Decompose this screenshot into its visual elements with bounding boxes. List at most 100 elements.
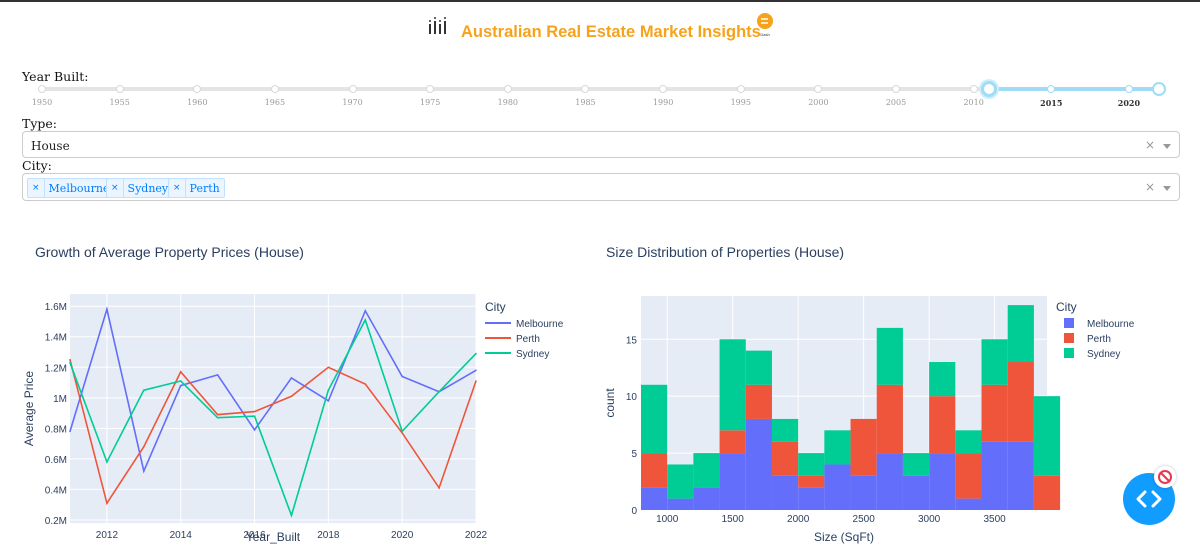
- year-range-slider[interactable]: 1950 1955 1960 1965 1970 1975 1980 1985 1990 1995…: [30, 81, 1180, 112]
- legend-item-melbourne: Melbourne: [516, 319, 564, 330]
- slider-mark-label[interactable]: 1950: [31, 98, 53, 107]
- bar-melbourne: [902, 475, 930, 510]
- tag-remove-icon[interactable]: ×: [169, 179, 186, 197]
- y-tick-label: 0.8M: [45, 424, 67, 435]
- type-dropdown[interactable]: House ×: [22, 131, 1180, 158]
- city-dropdown[interactable]: × Melbourne × Sydney × Perth ×: [22, 173, 1180, 201]
- slider-mark[interactable]: [1047, 85, 1056, 93]
- data-point-sydney: [179, 380, 182, 382]
- data-point-sydney: [143, 389, 145, 391]
- bar-melbourne: [798, 487, 825, 510]
- x-tick-label: 2000: [787, 514, 810, 525]
- chevron-down-icon[interactable]: [1163, 186, 1171, 191]
- x-tick-label: 3000: [918, 514, 941, 525]
- slider-selected-track[interactable]: [989, 87, 1160, 91]
- data-point-perth: [143, 445, 145, 448]
- city-tag[interactable]: × Melbourne: [27, 178, 115, 198]
- data-point-sydney: [401, 430, 403, 433]
- city-label: City:: [22, 158, 52, 173]
- slider-rail[interactable]: [42, 87, 1164, 91]
- bar-perth: [929, 396, 956, 454]
- data-point-melbourne: [327, 400, 330, 402]
- slider-mark-label[interactable]: 1995: [730, 98, 751, 107]
- slider-mark-label[interactable]: 2005: [885, 98, 907, 107]
- bar-melbourne: [876, 453, 903, 510]
- tag-remove-icon[interactable]: ×: [107, 179, 124, 197]
- y-tick-label: 1M: [53, 394, 67, 405]
- slider-mark[interactable]: [503, 85, 512, 93]
- size-distribution-histogram[interactable]: 0 5 10 15 1000 1500 2000 2500 3000 3500 Size (SqFt…: [600, 280, 1200, 549]
- legend-swatch: [1064, 318, 1074, 328]
- slider-mark[interactable]: [892, 85, 901, 93]
- slider-handle-end[interactable]: [1152, 82, 1166, 96]
- bar-sydney: [667, 464, 694, 499]
- bar-melbourne: [955, 498, 982, 510]
- slider-handle-start[interactable]: [981, 81, 997, 97]
- slider-mark-label[interactable]: 2020: [1117, 98, 1141, 108]
- chevron-down-icon[interactable]: [1163, 144, 1171, 149]
- slider-mark[interactable]: [659, 85, 668, 93]
- bar-perth: [981, 384, 1008, 442]
- line-chart-title: Growth of Average Property Prices (House…: [35, 244, 304, 260]
- slider-mark[interactable]: [969, 85, 978, 93]
- slider-mark-label[interactable]: 2015: [1040, 98, 1063, 108]
- price-growth-line-chart[interactable]: 0.2M 0.4M 0.6M 0.8M 1M 1.2M 1.4M 1.6M 2012 2014 20…: [0, 280, 600, 549]
- slider-mark[interactable]: [426, 85, 435, 93]
- data-point-perth: [253, 410, 256, 413]
- data-point-perth: [106, 502, 108, 504]
- city-clear-icon[interactable]: ×: [1144, 180, 1155, 194]
- data-point-sydney: [290, 514, 293, 517]
- data-point-sydney: [106, 461, 108, 463]
- legend-item-sydney: Sydney: [516, 349, 549, 360]
- slider-mark-label[interactable]: 2000: [808, 98, 829, 107]
- data-point-melbourne: [106, 308, 108, 311]
- slider-mark[interactable]: [115, 85, 124, 93]
- slider-mark[interactable]: [581, 85, 590, 93]
- type-clear-icon[interactable]: ×: [1144, 138, 1155, 152]
- bar-perth: [1033, 475, 1061, 510]
- data-point-sydney: [438, 390, 440, 393]
- slider-mark-label[interactable]: 2010: [963, 98, 984, 107]
- slider-mark[interactable]: [736, 85, 745, 93]
- y-tick-label: 1.2M: [45, 363, 67, 374]
- data-point-perth: [364, 383, 367, 385]
- x-tick-label: 1000: [656, 514, 679, 525]
- slider-mark-label[interactable]: 1975: [420, 98, 441, 107]
- slider-mark[interactable]: [270, 85, 279, 93]
- bar-perth: [641, 453, 668, 488]
- data-point-perth: [438, 487, 440, 489]
- slider-mark[interactable]: [348, 85, 357, 93]
- slider-mark-label[interactable]: 1970: [342, 98, 363, 107]
- slider-mark[interactable]: [193, 85, 202, 93]
- x-axis-title: Year_Built: [246, 530, 301, 544]
- slider-mark[interactable]: [38, 85, 46, 93]
- plot-area: [70, 294, 476, 523]
- bar-melbourne: [693, 487, 720, 510]
- slider-mark-label[interactable]: 1985: [575, 98, 596, 107]
- slider-mark-label[interactable]: 1965: [264, 98, 286, 107]
- slider-mark-label[interactable]: 1960: [187, 98, 208, 107]
- data-point-perth: [290, 395, 293, 398]
- series-line-perth: [69, 359, 477, 506]
- legend-item-melbourne: Melbourne: [1087, 319, 1135, 330]
- slider-mark[interactable]: [814, 85, 823, 93]
- slider-mark-label[interactable]: 1955: [109, 98, 130, 107]
- bar-melbourne: [667, 498, 694, 510]
- type-selected-value: House: [31, 139, 70, 153]
- y-tick-label: 0.2M: [45, 516, 67, 527]
- no-entry-icon[interactable]: [1154, 466, 1176, 488]
- page-title: Australian Real Estate Market Insights: [461, 23, 761, 41]
- data-point-sydney: [327, 389, 330, 391]
- bar-sydney: [902, 453, 930, 476]
- tag-remove-icon[interactable]: ×: [28, 179, 45, 197]
- bar-perth: [876, 384, 903, 454]
- y-tick-label: 15: [626, 335, 638, 346]
- slider-mark[interactable]: [1124, 85, 1133, 93]
- city-tag[interactable]: × Perth: [168, 178, 225, 198]
- city-tag[interactable]: × Sydney: [106, 178, 174, 198]
- x-tick-label: 2016: [243, 530, 266, 541]
- legend-swatch: [1064, 333, 1074, 343]
- slider-mark-label[interactable]: 1980: [497, 98, 518, 107]
- histogram-title: Size Distribution of Properties (House): [606, 244, 845, 260]
- slider-mark-label[interactable]: 1990: [652, 98, 674, 107]
